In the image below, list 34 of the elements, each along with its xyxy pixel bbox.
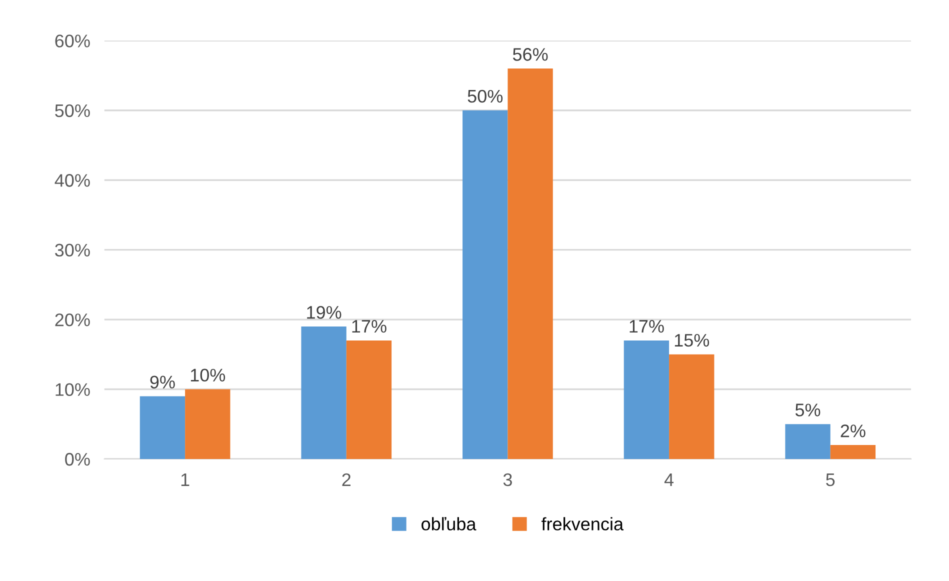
- y-tick-label: 30%: [55, 244, 90, 257]
- y-tick-label: 40%: [54, 174, 90, 187]
- x-tick-label: 1: [181, 474, 190, 486]
- legend-label: frekvencia: [542, 517, 624, 530]
- data-label: 17%: [630, 320, 664, 333]
- data-label: 5%: [795, 404, 820, 416]
- bar: [346, 340, 392, 459]
- data-label: 17%: [352, 320, 386, 333]
- x-tick-label: 5: [826, 474, 835, 486]
- data-label: 15%: [674, 334, 710, 347]
- bar: [669, 354, 714, 459]
- x-tick-label: 4: [664, 474, 674, 486]
- data-label: 9%: [150, 376, 175, 389]
- data-label: 56%: [512, 48, 548, 61]
- x-tick-label: 3: [503, 473, 512, 486]
- bar: [624, 340, 670, 459]
- bar: [508, 68, 553, 459]
- y-tick-label: 10%: [56, 383, 90, 396]
- legend-label: obľuba: [422, 517, 476, 530]
- y-tick-label: 20%: [55, 313, 90, 326]
- bar: [830, 445, 876, 459]
- bar: [301, 326, 346, 459]
- bar: [462, 110, 508, 459]
- data-label: 50%: [468, 90, 503, 103]
- data-label: 2%: [840, 424, 866, 438]
- data-label: 19%: [307, 306, 342, 319]
- y-tick-label: 50%: [55, 104, 90, 118]
- y-tick-label: 0%: [65, 452, 90, 466]
- bar: [785, 424, 830, 459]
- y-tick-label: 60%: [55, 34, 90, 48]
- bar: [185, 389, 230, 459]
- x-tick-label: 2: [342, 473, 350, 486]
- bar: [140, 396, 186, 459]
- data-label: 10%: [190, 368, 226, 382]
